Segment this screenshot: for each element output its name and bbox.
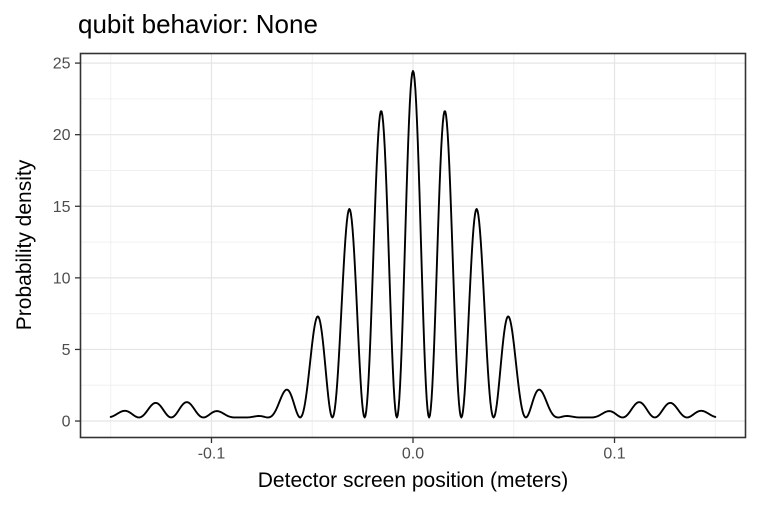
y-tick-label: 0 (62, 414, 71, 431)
x-tick-label: -0.1 (198, 446, 226, 463)
x-tick-label: 0.1 (603, 446, 625, 463)
x-axis-tick-labels: -0.1 0.0 0.1 (198, 446, 626, 463)
y-tick-label: 5 (62, 342, 71, 359)
probability-density-curve (109, 70, 717, 419)
y-tick-label: 10 (53, 270, 71, 287)
y-axis-title: Probability density (13, 159, 36, 330)
x-axis-title: Detector screen position (meters) (258, 469, 568, 492)
major-gridlines (80, 53, 746, 438)
axis-tick-marks (75, 62, 616, 443)
x-tick-label: 0.0 (402, 446, 424, 463)
plot-title: qubit behavior: None (78, 9, 318, 39)
y-tick-label: 25 (53, 56, 71, 73)
y-tick-label: 20 (53, 127, 71, 144)
y-tick-label: 15 (53, 199, 71, 216)
y-axis-tick-labels: 0 5 10 15 20 25 (53, 56, 71, 431)
